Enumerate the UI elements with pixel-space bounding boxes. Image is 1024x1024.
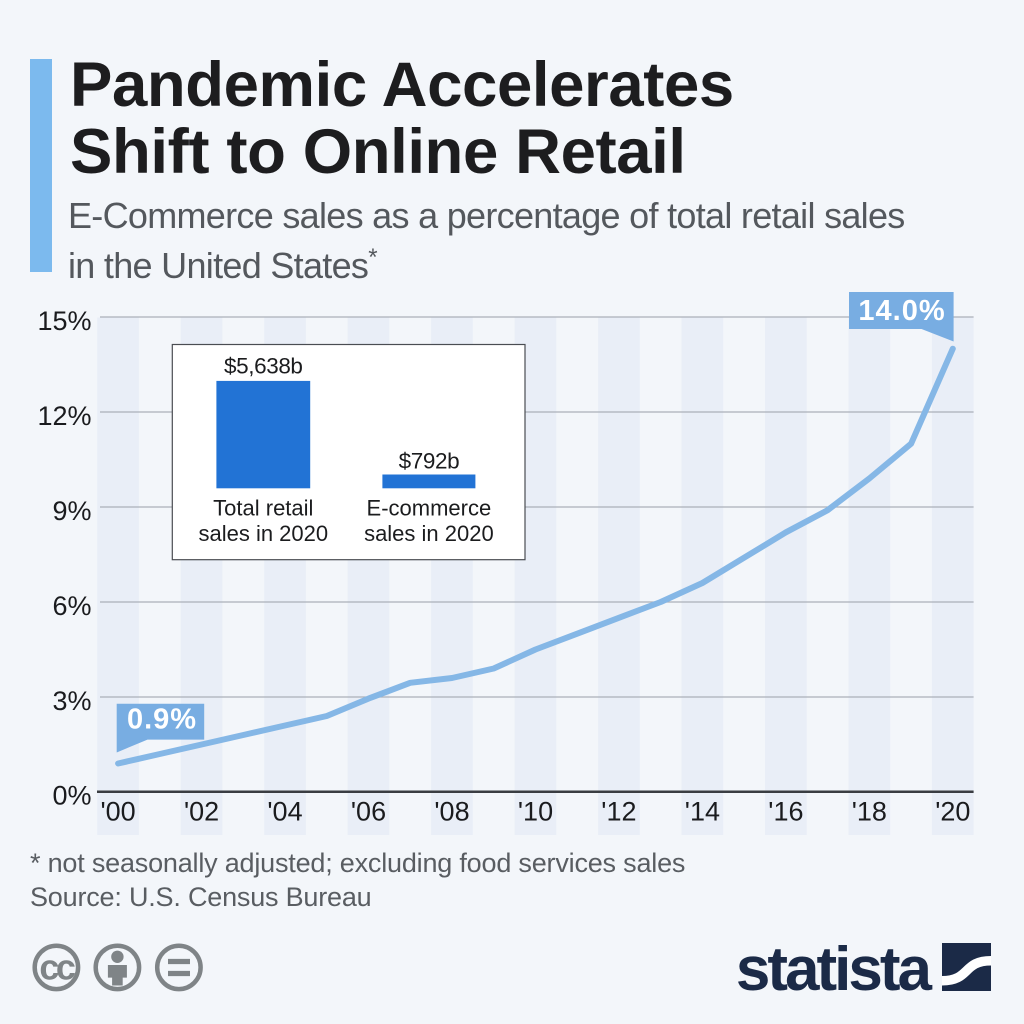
svg-text:sales in 2020: sales in 2020 [198,521,328,546]
svg-text:14.0%: 14.0% [858,295,945,327]
svg-text:3%: 3% [52,686,91,716]
svg-text:'08: '08 [434,797,469,827]
svg-text:'02: '02 [184,797,219,827]
svg-text:0%: 0% [52,781,91,811]
svg-text:6%: 6% [52,591,91,621]
svg-text:Total retail: Total retail [213,496,313,521]
svg-text:'16: '16 [768,797,803,827]
svg-text:'00: '00 [101,797,136,827]
svg-text:0.9%: 0.9% [127,704,197,736]
svg-text:'14: '14 [685,797,720,827]
svg-text:'20: '20 [935,797,970,827]
svg-text:$792b: $792b [399,449,460,474]
svg-text:E-commerce: E-commerce [367,496,492,521]
svg-text:15%: 15% [37,306,91,336]
svg-text:12%: 12% [37,401,91,431]
svg-text:$5,638b: $5,638b [224,354,303,379]
svg-text:9%: 9% [52,496,91,526]
svg-text:sales in 2020: sales in 2020 [364,521,494,546]
svg-text:'10: '10 [518,797,553,827]
svg-text:'12: '12 [601,797,636,827]
svg-text:'18: '18 [852,797,887,827]
svg-text:'04: '04 [267,797,302,827]
svg-text:'06: '06 [351,797,386,827]
svg-text:cc: cc [39,947,75,988]
